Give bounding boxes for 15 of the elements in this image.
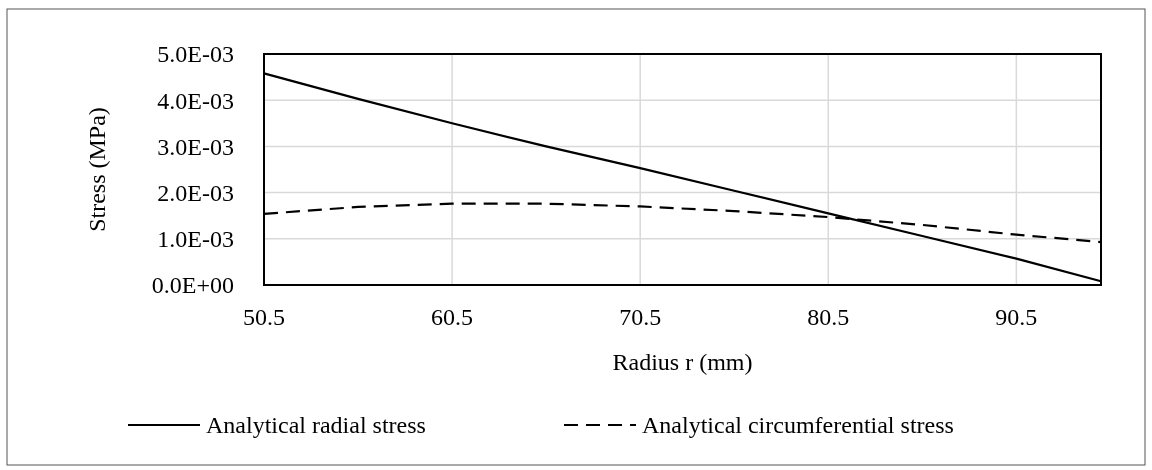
x-tick-label: 50.5 <box>243 304 285 330</box>
y-tick-label: 2.0E-03 <box>157 180 234 206</box>
x-tick-label: 90.5 <box>995 304 1038 330</box>
legend-label: Analytical radial stress <box>206 412 426 438</box>
x-tick-label: 60.5 <box>431 304 474 330</box>
y-tick-label: 5.0E-03 <box>157 41 234 68</box>
x-tick-label: 70.5 <box>619 304 662 330</box>
x-axis-title: Radius r (mm) <box>612 349 753 375</box>
y-tick-label: 4.0E-03 <box>157 87 234 114</box>
y-tick-label: 0.0E+00 <box>151 272 234 299</box>
y-tick-label: 3.0E-03 <box>157 133 234 160</box>
x-tick-label: 80.5 <box>807 304 850 330</box>
y-axis-title: Stress (MPa) <box>84 107 110 232</box>
legend-label: Analytical circumferential stress <box>642 412 954 438</box>
y-tick-label: 1.0E-03 <box>157 226 234 253</box>
